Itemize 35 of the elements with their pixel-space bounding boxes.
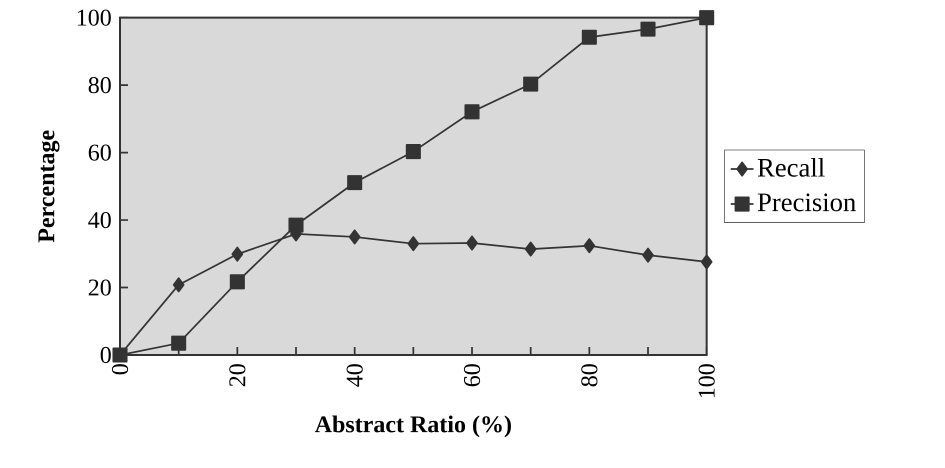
y-tick-label: 80 (88, 77, 111, 94)
point (523, 76, 538, 92)
point (231, 246, 244, 262)
x-tick-label: 0 (112, 364, 128, 374)
point (464, 104, 480, 120)
point (172, 277, 185, 292)
y-tick-label: 40 (88, 212, 111, 228)
legend-label: Recall (758, 158, 825, 177)
y-tick-label: 0 (100, 346, 111, 364)
x-tick-label: 100 (698, 364, 715, 398)
legend-label: Precision (758, 193, 856, 212)
point (582, 30, 597, 45)
point (642, 248, 654, 263)
x-tick-label: 40 (346, 364, 363, 387)
y-tick-label: 20 (88, 279, 111, 296)
point (640, 22, 656, 37)
point (466, 235, 478, 251)
x-axis-title: Abstract Ratio (%) (314, 416, 511, 438)
point (288, 218, 304, 233)
point (407, 236, 420, 252)
point (700, 254, 713, 270)
point (347, 175, 362, 190)
point (699, 10, 714, 26)
point (348, 229, 361, 244)
x-tick-label: 80 (581, 364, 598, 386)
x-tick-label: 20 (229, 364, 246, 386)
point (171, 336, 186, 351)
point (406, 144, 421, 160)
point (524, 242, 537, 257)
point (230, 274, 245, 290)
y-tick-label: 60 (88, 144, 111, 161)
y-tick-label: 100 (78, 10, 111, 26)
point (583, 238, 596, 254)
y-axis-title: Percentage (38, 130, 60, 242)
x-tick-label: 60 (464, 364, 480, 386)
